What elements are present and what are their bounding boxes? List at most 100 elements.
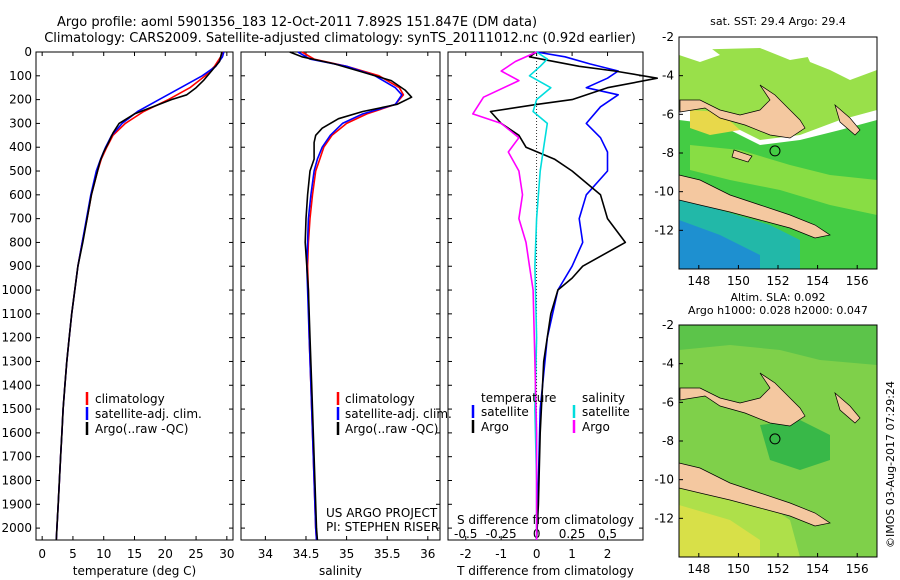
legend-heading-salinity: salinity [582, 391, 625, 405]
axes-frame [447, 51, 644, 541]
x-tick-label: 25 [188, 547, 203, 561]
y-tick-label: 200 [9, 93, 32, 107]
sla-low-patch [760, 420, 830, 470]
y-tick-label: 0 [24, 45, 32, 59]
map-y-tick-label: -6 [662, 395, 674, 409]
y-tick-label: 800 [9, 235, 32, 249]
y-tick-label: 1300 [1, 354, 32, 368]
x-tick-label: 0 [38, 547, 46, 561]
sla-map-axes: 148 150 152 154 156 -2 -4 -6 -8 -10 -12 [654, 318, 878, 576]
sst-missing-1 [679, 40, 720, 62]
x-tick-label: 5 [69, 547, 77, 561]
sla-land-new-guinea [679, 462, 831, 527]
salinity-legend: climatology satellite-adj. clim. Argo(..… [326, 392, 452, 534]
y-tick-label: 1900 [1, 497, 32, 511]
series-line [297, 51, 403, 541]
x-axis-label: T difference from climatology [456, 564, 634, 578]
sst-missing-2 [800, 40, 877, 80]
sst-land-new-britain [679, 84, 806, 139]
x-tick-label: 34.5 [293, 547, 320, 561]
sst-land-new-guinea [679, 174, 831, 239]
y-tick-label: 1800 [1, 473, 32, 487]
x2-tick-label: 0.25 [559, 527, 586, 541]
salinity-panel: 34 34.5 35 35.5 36 salinity [240, 51, 441, 578]
y-tick-label: 1200 [1, 331, 32, 345]
legend-label-climatology: climatology [345, 392, 415, 406]
legend-label-argo: Argo(..raw -QC) [95, 422, 188, 436]
x2-tick-label: -0.5 [454, 527, 477, 541]
map-y-tick-label: -4 [662, 69, 674, 83]
y-tick-label: 1000 [1, 283, 32, 297]
x-axis-label: temperature (deg C) [73, 564, 196, 578]
map-y-tick-label: -12 [654, 511, 674, 525]
sst-yellow-patch [690, 110, 740, 135]
legend-label-sal-argo: Argo [582, 420, 610, 434]
x2-axis-label: S difference from climatology [457, 513, 634, 527]
x-tick-label: 30 [219, 547, 234, 561]
x-tick-label: 36 [420, 547, 435, 561]
sst-land-bougainville [834, 103, 861, 136]
map-y-tick-label: -8 [662, 434, 674, 448]
difference-legend: temperature salinity satellite Argo sate… [471, 391, 630, 434]
map-y-tick-label: -10 [654, 185, 674, 199]
y-tick-label: 100 [9, 69, 32, 83]
sla-map-title: Altim. SLA: 0.092 [730, 291, 825, 304]
series-line [55, 51, 224, 541]
sst-cold-region [679, 220, 760, 269]
x-tick-label: 15 [127, 547, 142, 561]
x-tick-label: 35.5 [374, 547, 401, 561]
y-tick-label: 300 [9, 116, 32, 130]
x2-tick-label: -0.25 [486, 527, 517, 541]
map-y-tick-label: -4 [662, 357, 674, 371]
sst-land-island [731, 149, 753, 163]
series-line [55, 51, 223, 541]
x-axis-label: salinity [319, 564, 362, 578]
map-y-tick-label: -10 [654, 473, 674, 487]
header-line-1: Argo profile: aoml 5901356_183 12-Oct-20… [57, 15, 537, 30]
series-line [489, 51, 659, 541]
legend-label-sal-satellite: satellite [582, 405, 630, 419]
y-tick-label: 1700 [1, 450, 32, 464]
map-x-tick-label: 152 [767, 562, 790, 576]
project-credit: US ARGO PROJECT [326, 506, 438, 520]
y-tick-label: 2000 [1, 521, 32, 535]
sla-land-new-britain [679, 372, 806, 427]
axes-frame [35, 51, 234, 541]
sst-argo-marker [769, 145, 781, 157]
map-x-tick-label: 150 [727, 562, 750, 576]
sla-map-image [679, 325, 877, 557]
map-x-tick-label: 152 [767, 274, 790, 288]
map-y-tick-label: -12 [654, 223, 674, 237]
x-tick-label: 10 [96, 547, 111, 561]
y-tick-label: 600 [9, 188, 32, 202]
map-x-tick-label: 156 [846, 274, 869, 288]
legend-label-climatology: climatology [95, 392, 165, 406]
series-line [535, 51, 620, 541]
y-tick-label: 500 [9, 164, 32, 178]
x-tick-label: 2 [604, 547, 612, 561]
series-line [55, 51, 225, 541]
sst-band [690, 145, 877, 215]
sla-land-bougainville [834, 391, 861, 424]
map-y-tick-label: -2 [662, 30, 674, 44]
x-tick-label: 1 [568, 547, 576, 561]
temperature-legend: climatology satellite-adj. clim. Argo(..… [85, 392, 202, 436]
sla-argo-marker [769, 433, 781, 445]
x-tick-label: 34 [258, 547, 273, 561]
series-line [471, 51, 538, 540]
y-tick-label: 1100 [1, 307, 32, 321]
y-tick-label: 1400 [1, 378, 32, 392]
y-tick-label: 900 [9, 259, 32, 273]
map-x-tick-label: 156 [846, 562, 869, 576]
sst-map-image [679, 37, 877, 269]
y-tick-label: 1500 [1, 402, 32, 416]
legend-label-temp-argo: Argo [481, 420, 509, 434]
legend-heading-temperature: temperature [481, 391, 556, 405]
series-line [289, 51, 413, 541]
y-tick-label: 400 [9, 140, 32, 154]
map-y-tick-label: -6 [662, 107, 674, 121]
header-line-2: Climatology: CARS2009. Satellite-adjuste… [44, 31, 636, 46]
sla-south-high [679, 505, 760, 557]
sst-map-title: sat. SST: 29.4 Argo: 29.4 [710, 15, 846, 28]
